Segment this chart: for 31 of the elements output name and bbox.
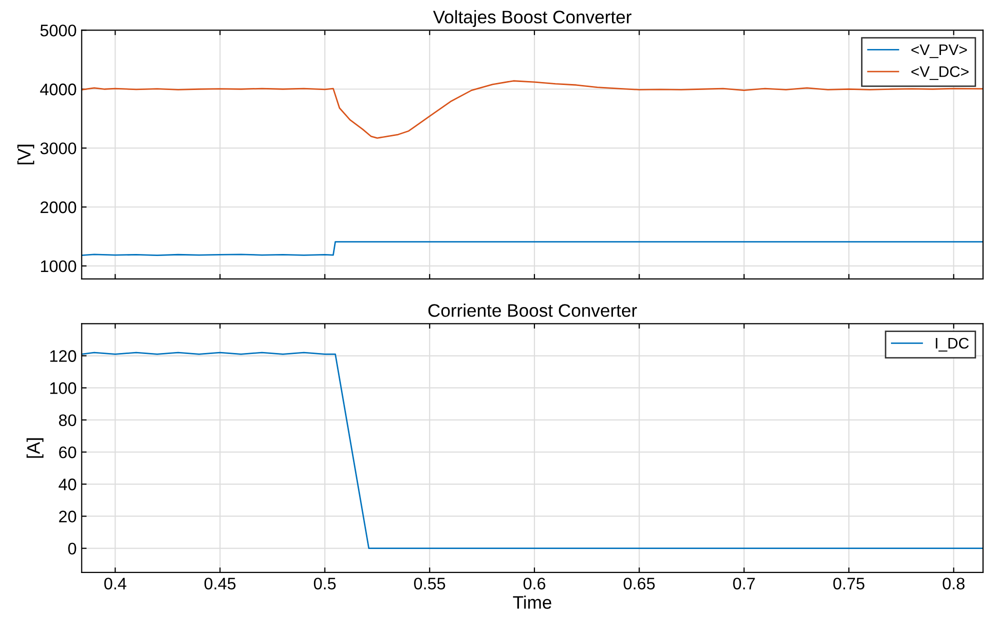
x-tick-label: 0.5 [314, 578, 336, 590]
y-tick-label: 2000 [40, 201, 76, 214]
x-tick-label: 0.8 [942, 578, 965, 590]
y-tick-label: 60 [59, 446, 76, 458]
legend-label: I_DC [936, 338, 969, 352]
y-tick-label: 5000 [40, 24, 76, 36]
y-tick-label: 80 [59, 414, 76, 426]
legend-label: <V_PV> [911, 44, 967, 58]
y-tick-label: 20 [59, 510, 76, 522]
y-tick-label: 1000 [41, 260, 76, 272]
x-tick-label: 0.75 [833, 578, 864, 590]
x-tick-label: 0.4 [104, 578, 126, 590]
line-series [82, 80, 984, 139]
y-axis-title: [V] [17, 144, 34, 164]
legend-label: <V_DC> [911, 66, 969, 80]
chart-title: Voltajes Boost Converter [433, 10, 632, 27]
y-axis-title: [A] [26, 438, 44, 458]
x-tick-label: 0.7 [733, 578, 755, 590]
line-series [82, 241, 984, 256]
y-tick-label: 120 [50, 350, 76, 362]
x-tick-label: 0.65 [624, 578, 655, 590]
x-tick-label: 0.55 [414, 578, 446, 590]
chart-title: Corriente Boost Converter [428, 304, 637, 317]
x-tick-label: 0.6 [524, 578, 546, 590]
y-tick-label: 100 [50, 382, 76, 394]
y-tick-label: 4000 [40, 84, 76, 96]
y-tick-label: 0 [68, 542, 76, 555]
x-tick-label: 0.45 [204, 578, 236, 590]
y-tick-label: 3000 [40, 142, 76, 154]
x-axis-title: Time [513, 596, 552, 609]
y-tick-label: 40 [58, 478, 76, 490]
